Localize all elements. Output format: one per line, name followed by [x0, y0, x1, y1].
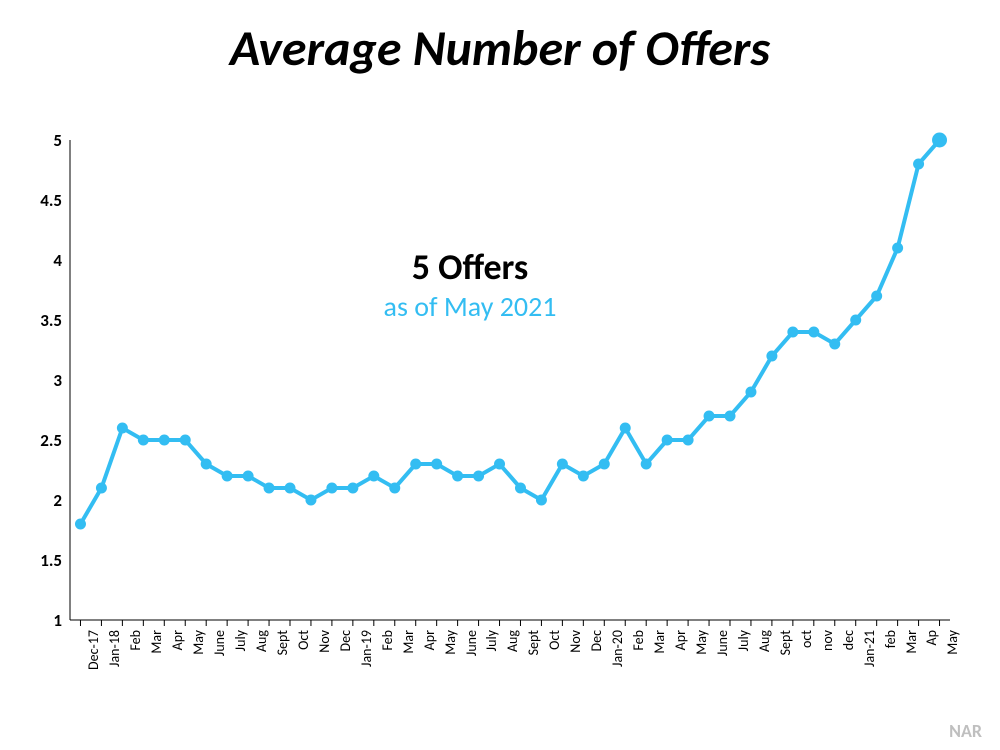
data-point — [829, 339, 840, 350]
line-chart — [60, 120, 960, 680]
data-point — [243, 471, 254, 482]
x-tick-label: Mar — [400, 630, 417, 730]
data-point — [557, 459, 568, 470]
data-point — [725, 411, 736, 422]
x-tick-label: Feb — [379, 630, 396, 730]
x-tick-label: June — [211, 630, 228, 730]
x-tick-label: Mar — [903, 630, 920, 730]
x-tick-label: Oct — [546, 630, 563, 730]
data-point — [138, 435, 149, 446]
data-point — [201, 459, 212, 470]
y-tick-label: 2 — [0, 490, 62, 511]
x-tick-label: oct — [798, 630, 815, 730]
data-point — [494, 459, 505, 470]
data-point — [932, 133, 947, 148]
x-tick-label: Jan-20 — [609, 630, 626, 730]
data-point — [305, 495, 316, 506]
data-point — [452, 471, 463, 482]
x-tick-label: Aug — [504, 630, 521, 730]
x-tick-label: Apr — [672, 630, 689, 730]
data-point — [326, 483, 337, 494]
x-tick-label: feb — [882, 630, 899, 730]
data-point — [264, 483, 275, 494]
x-tick-label: July — [483, 630, 500, 730]
data-point — [75, 519, 86, 530]
data-point — [662, 435, 673, 446]
chart-title: Average Number of Offers — [0, 18, 1000, 79]
x-tick-label: Nov — [316, 630, 333, 730]
data-point — [536, 495, 547, 506]
y-tick-label: 1 — [0, 610, 62, 631]
y-tick-label: 1.5 — [0, 550, 62, 571]
data-point — [347, 483, 358, 494]
data-point — [180, 435, 191, 446]
x-tick-label: Ap — [923, 630, 940, 730]
x-tick-label: Apr — [421, 630, 438, 730]
data-point — [808, 327, 819, 338]
y-tick-label: 4 — [0, 250, 62, 271]
data-point — [96, 483, 107, 494]
x-tick-label: June — [714, 630, 731, 730]
data-point — [578, 471, 589, 482]
data-point — [683, 435, 694, 446]
data-point — [745, 387, 756, 398]
x-tick-label: Sept — [274, 630, 291, 730]
data-point — [641, 459, 652, 470]
data-point — [913, 159, 924, 170]
data-point — [704, 411, 715, 422]
x-tick-label: May — [190, 630, 207, 730]
data-point — [892, 243, 903, 254]
x-tick-label: Nov — [567, 630, 584, 730]
x-tick-label: nov — [819, 630, 836, 730]
x-tick-label: Dec — [588, 630, 605, 730]
x-tick-label: July — [735, 630, 752, 730]
x-tick-label: Feb — [127, 630, 144, 730]
data-point — [515, 483, 526, 494]
data-point — [410, 459, 421, 470]
x-tick-label: Dec — [337, 630, 354, 730]
data-point — [117, 423, 128, 434]
x-tick-label: Mar — [148, 630, 165, 730]
data-point — [159, 435, 170, 446]
x-tick-label: Apr — [169, 630, 186, 730]
y-tick-label: 4.5 — [0, 190, 62, 211]
y-tick-label: 3.5 — [0, 310, 62, 331]
y-tick-label: 5 — [0, 130, 62, 151]
x-tick-label: June — [463, 630, 480, 730]
x-tick-label: Jan-19 — [358, 630, 375, 730]
x-tick-label: Jan-18 — [106, 630, 123, 730]
data-point — [222, 471, 233, 482]
data-point — [473, 471, 484, 482]
data-point — [766, 351, 777, 362]
x-tick-label: Aug — [253, 630, 270, 730]
data-point — [599, 459, 610, 470]
x-tick-label: May — [944, 630, 961, 730]
x-tick-label: Aug — [756, 630, 773, 730]
x-tick-label: Jan-21 — [861, 630, 878, 730]
data-point — [368, 471, 379, 482]
y-tick-label: 3 — [0, 370, 62, 391]
x-tick-label: Sept — [525, 630, 542, 730]
x-tick-label: Sept — [777, 630, 794, 730]
x-tick-label: Mar — [651, 630, 668, 730]
data-point — [620, 423, 631, 434]
data-point — [850, 315, 861, 326]
y-tick-label: 2.5 — [0, 430, 62, 451]
data-point — [431, 459, 442, 470]
x-tick-label: Oct — [295, 630, 312, 730]
data-point — [787, 327, 798, 338]
x-tick-label: May — [442, 630, 459, 730]
x-tick-label: Feb — [630, 630, 647, 730]
data-point — [389, 483, 400, 494]
x-tick-label: Dec-17 — [85, 630, 102, 730]
x-tick-label: July — [232, 630, 249, 730]
data-point — [871, 291, 882, 302]
x-tick-label: dec — [840, 630, 857, 730]
x-tick-label: May — [693, 630, 710, 730]
data-point — [285, 483, 296, 494]
